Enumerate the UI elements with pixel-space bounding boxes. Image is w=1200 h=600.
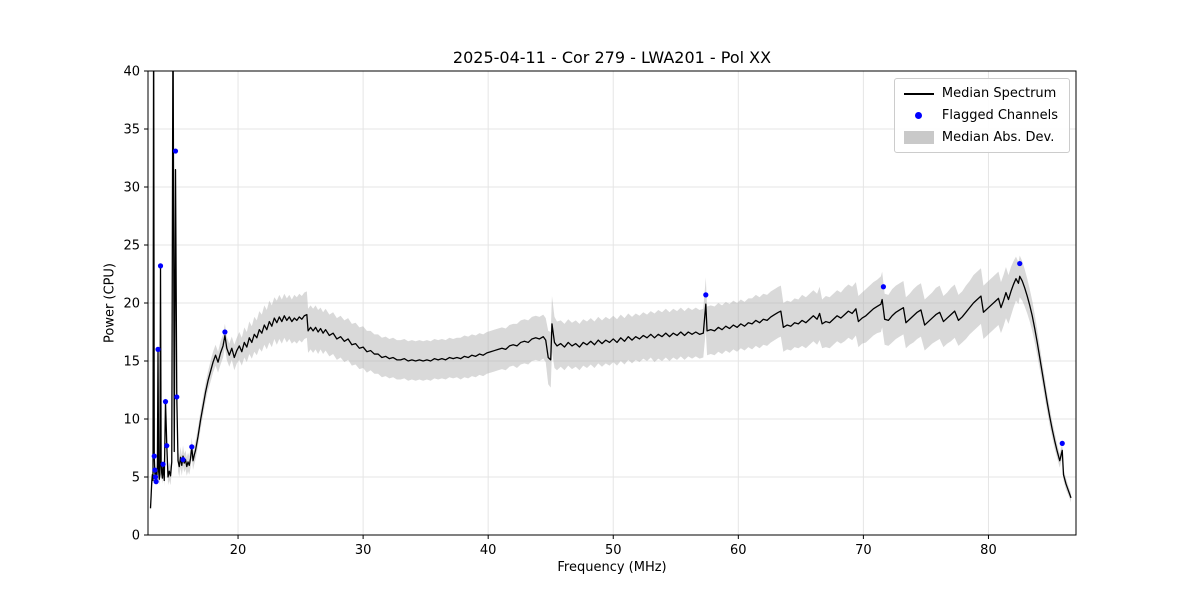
legend: Median Spectrum Flagged Channels Median … — [893, 78, 1070, 153]
flagged-channel-dot — [880, 284, 887, 290]
legend-item-mad: Median Abs. Dev. — [903, 130, 1058, 145]
y-tick-label: 0 — [132, 529, 140, 544]
x-tick-label: 50 — [605, 543, 622, 558]
x-tick-label: 60 — [730, 543, 747, 558]
mad-patch-icon — [903, 131, 934, 145]
flagged-channel-dot — [151, 453, 157, 459]
flagged-channels — [151, 148, 1065, 485]
legend-label-median-spectrum: Median Spectrum — [941, 86, 1057, 101]
y-axis-label: Power (CPU) — [102, 262, 118, 344]
y-tick-label: 35 — [123, 123, 140, 138]
flagged-channel-dot — [1059, 440, 1065, 446]
flagged-channel-dot — [174, 394, 180, 400]
x-tick-label: 20 — [230, 543, 247, 558]
flagged-channel-dot — [155, 346, 161, 352]
y-tick-label: 5 — [132, 471, 140, 486]
flagged-dot-icon — [904, 109, 934, 123]
x-tick-label: 40 — [480, 543, 497, 558]
flagged-channel-dot — [152, 467, 158, 473]
flagged-channel-dot — [1017, 260, 1023, 267]
flagged-channel-dot — [180, 457, 186, 463]
y-tick-label: 15 — [123, 355, 140, 370]
y-tick-label: 25 — [123, 239, 140, 254]
y-tick-label: 40 — [123, 65, 140, 80]
flagged-channel-dot — [160, 461, 166, 467]
legend-label-mad: Median Abs. Dev. — [941, 130, 1055, 145]
flagged-channel-dot — [164, 443, 170, 449]
x-tick-label: 80 — [980, 543, 997, 558]
flagged-channel-dot — [222, 329, 228, 335]
x-axis-label: Frequency (MHz) — [557, 560, 667, 575]
flagged-channel-dot — [172, 148, 179, 154]
y-tick-label: 20 — [123, 297, 140, 312]
flagged-channel-dot — [152, 474, 159, 480]
legend-item-flagged-channels: Flagged Channels — [904, 108, 1058, 123]
y-tick-label: 30 — [123, 181, 140, 196]
flagged-channel-dot — [153, 479, 159, 485]
flagged-channel-dot — [189, 444, 195, 450]
median-line-icon — [903, 87, 934, 101]
flagged-channel-dot — [703, 292, 709, 298]
flagged-channel-dot — [157, 263, 164, 269]
legend-label-flagged-channels: Flagged Channels — [941, 108, 1058, 123]
x-tick-label: 30 — [355, 543, 372, 558]
median-spectrum-line — [149, 71, 1072, 509]
legend-item-median-spectrum: Median Spectrum — [903, 86, 1058, 101]
mad-band — [150, 71, 1071, 512]
x-tick-label: 70 — [855, 543, 872, 558]
flagged-channel-dot — [162, 399, 169, 405]
y-tick-label: 10 — [123, 413, 140, 428]
plot-title: 2025-04-11 - Cor 279 - LWA201 - Pol XX — [452, 48, 772, 67]
